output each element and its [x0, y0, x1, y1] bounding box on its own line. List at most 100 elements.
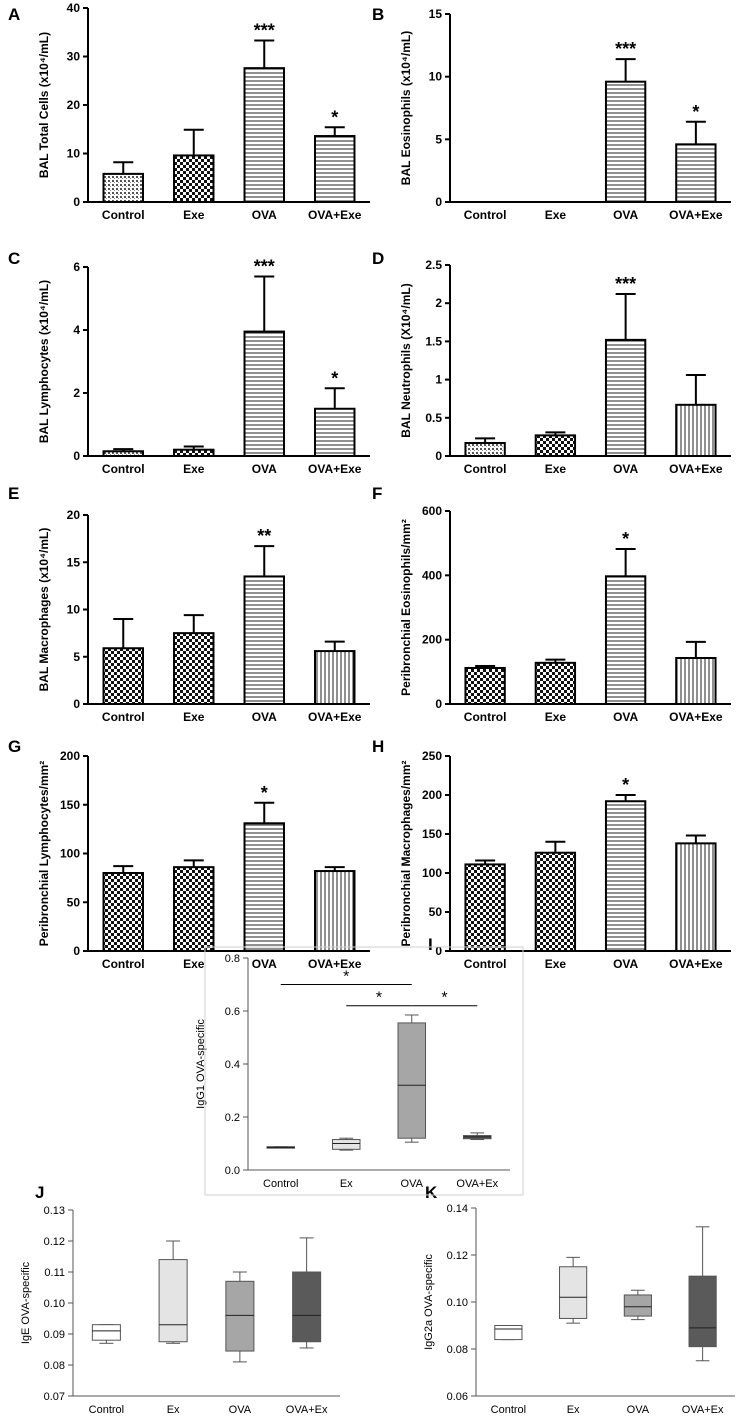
- y-tick-label: 50: [67, 895, 81, 909]
- y-tick-label: 0: [73, 449, 80, 463]
- y-tick-label: 0: [435, 195, 442, 209]
- bar: [314, 407, 356, 457]
- y-axis-title: BAL Lymphocytes (x10⁴/mL): [37, 280, 51, 443]
- y-tick-label: 2: [435, 296, 442, 310]
- y-tick-label: 200: [422, 788, 442, 802]
- x-tick-label: Exe: [545, 957, 567, 971]
- y-tick-label: 0.08: [44, 1360, 65, 1372]
- box: [688, 1275, 717, 1348]
- x-tick-label: OVA+Exe: [669, 710, 723, 724]
- bar: [675, 143, 717, 203]
- y-tick-label: 0.0: [225, 1165, 240, 1177]
- bar: [675, 842, 717, 952]
- y-tick-label: 20: [67, 98, 81, 112]
- y-tick-label: 0.10: [447, 1297, 468, 1309]
- bar: [534, 434, 577, 458]
- x-tick-label: OVA: [252, 710, 277, 724]
- y-tick-label: 4: [73, 323, 80, 337]
- y-tick-label: 5: [73, 650, 80, 664]
- y-tick-label: 30: [67, 50, 81, 64]
- x-tick-label: Exe: [183, 208, 205, 222]
- y-tick-label: 200: [60, 749, 80, 763]
- significance-marker: ***: [615, 39, 636, 59]
- bar: [173, 632, 215, 705]
- y-tick-label: 15: [67, 555, 81, 569]
- y-axis-title: BAL Macrophages (x10⁴/mL): [37, 528, 51, 692]
- significance-marker: *: [622, 529, 629, 549]
- box: [397, 1022, 427, 1139]
- y-axis-title: BAL Total Cells (x10⁴/mL): [37, 32, 51, 178]
- box: [292, 1271, 322, 1343]
- panel-label: D: [372, 249, 384, 268]
- y-tick-label: 400: [422, 568, 442, 582]
- panel-label: B: [372, 5, 384, 24]
- significance-marker: **: [257, 526, 271, 546]
- significance-marker: *: [441, 990, 447, 1007]
- x-tick-label: OVA+Exe: [669, 957, 723, 971]
- bar: [173, 448, 215, 458]
- y-axis-title: IgG2a OVA-specific: [423, 1254, 435, 1350]
- y-axis-title: IgG1 OVA-specific: [195, 1019, 207, 1109]
- y-tick-label: 200: [422, 633, 442, 647]
- x-tick-label: Ex: [340, 1178, 353, 1190]
- panel-label: I: [428, 935, 433, 954]
- y-tick-label: 0.14: [447, 1203, 468, 1215]
- significance-marker: *: [261, 783, 268, 803]
- bar: [604, 338, 647, 458]
- y-tick-label: 0.12: [447, 1250, 468, 1262]
- y-tick-label: 0: [73, 944, 80, 958]
- y-tick-label: 0.13: [44, 1205, 65, 1217]
- y-tick-label: 250: [422, 749, 442, 763]
- y-tick-label: 0: [435, 449, 442, 463]
- y-tick-label: 1.5: [425, 334, 442, 348]
- x-tick-label: OVA: [613, 710, 638, 724]
- x-tick-label: OVA+Ex: [286, 1404, 328, 1416]
- x-tick-label: OVA: [627, 1404, 650, 1416]
- y-axis-title: IgE OVA-specific: [20, 1261, 32, 1344]
- x-tick-label: OVA: [252, 208, 277, 222]
- x-tick-label: OVA+Exe: [669, 462, 723, 476]
- y-tick-label: 150: [422, 827, 442, 841]
- y-tick-label: 0.10: [44, 1298, 65, 1310]
- y-tick-label: 0: [435, 697, 442, 711]
- x-tick-label: OVA+Exe: [669, 208, 723, 222]
- x-tick-label: Exe: [545, 710, 567, 724]
- panel-label: E: [8, 484, 19, 503]
- y-tick-label: 0.8: [225, 953, 240, 965]
- bar: [102, 172, 144, 203]
- significance-marker: *: [343, 969, 349, 986]
- y-axis-title: Peribronchial Macrophages/mm²: [399, 760, 413, 946]
- x-tick-label: Exe: [183, 462, 205, 476]
- y-tick-label: 100: [422, 866, 442, 880]
- y-tick-label: 15: [429, 7, 443, 21]
- x-tick-label: OVA+Exe: [308, 462, 362, 476]
- box: [494, 1325, 523, 1341]
- significance-marker: ***: [254, 20, 275, 40]
- x-tick-label: OVA+Exe: [308, 208, 362, 222]
- x-tick-label: Control: [464, 957, 507, 971]
- x-tick-label: OVA: [613, 462, 638, 476]
- y-tick-label: 0.07: [44, 1391, 65, 1403]
- x-tick-label: OVA: [613, 208, 638, 222]
- bar: [173, 866, 215, 953]
- y-tick-label: 0: [73, 195, 80, 209]
- bar: [102, 450, 144, 457]
- bar: [604, 575, 647, 706]
- bar: [243, 575, 285, 705]
- x-tick-label: Control: [102, 957, 145, 971]
- x-tick-label: Exe: [545, 462, 567, 476]
- significance-marker: *: [376, 990, 382, 1007]
- y-tick-label: 100: [60, 847, 80, 861]
- x-tick-label: OVA+Ex: [456, 1178, 498, 1190]
- y-tick-label: 0.12: [44, 1236, 65, 1248]
- x-tick-label: Control: [102, 208, 145, 222]
- panel-label: J: [35, 1183, 44, 1202]
- bar: [173, 154, 215, 204]
- y-tick-label: 0: [73, 697, 80, 711]
- panel-label: G: [8, 737, 21, 756]
- y-tick-label: 0.5: [425, 411, 442, 425]
- bar: [314, 870, 356, 952]
- x-tick-label: Control: [263, 1178, 298, 1190]
- box: [559, 1266, 588, 1319]
